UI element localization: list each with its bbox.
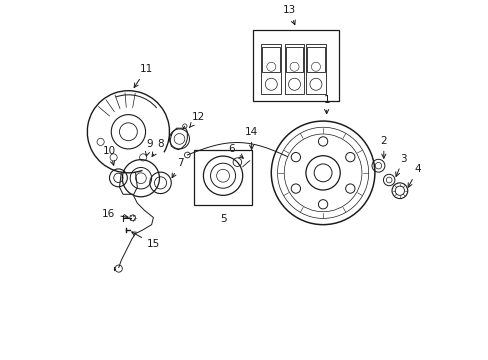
Text: 4: 4 [407, 164, 420, 187]
Bar [285, 47, 303, 72]
Text: 6: 6 [228, 144, 243, 158]
Text: 7: 7 [172, 158, 183, 178]
Text: 15: 15 [131, 232, 160, 249]
Bar [194, 150, 251, 205]
Text: 13: 13 [282, 5, 295, 24]
Text: 5: 5 [219, 214, 226, 224]
Bar [261, 44, 281, 94]
Text: 2: 2 [380, 136, 386, 158]
Bar [306, 47, 324, 72]
Text: 16: 16 [102, 209, 128, 219]
Text: 9: 9 [145, 139, 153, 156]
Bar [305, 44, 325, 94]
Text: 1: 1 [323, 95, 329, 114]
Text: 14: 14 [244, 127, 258, 149]
Text: 3: 3 [395, 154, 406, 176]
Text: 11: 11 [134, 64, 153, 87]
Text: 12: 12 [189, 112, 204, 127]
Bar [253, 30, 339, 102]
Text: 10: 10 [102, 146, 116, 165]
Bar [262, 47, 280, 72]
Text: 8: 8 [152, 139, 163, 157]
Bar [284, 44, 304, 94]
